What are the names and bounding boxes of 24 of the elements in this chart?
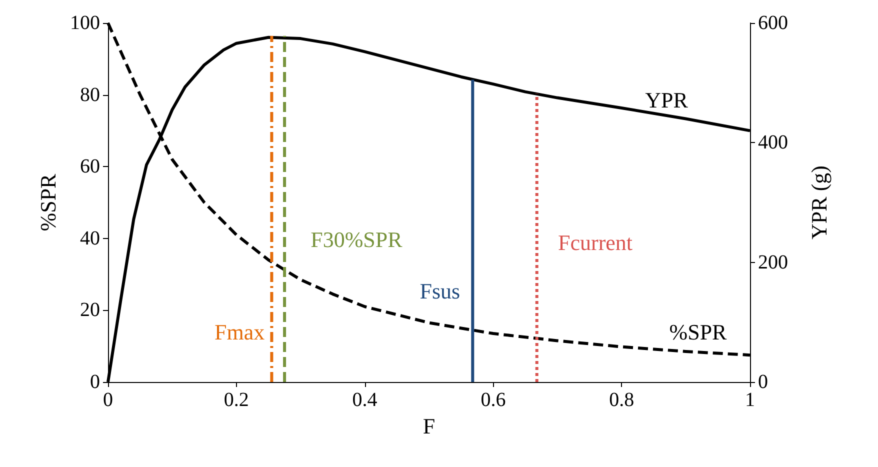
x-tick-label: 0.4 [352,389,378,411]
y-tick-label: 60 [80,156,100,178]
x-tick-label: 0.2 [224,389,249,411]
series-label: Fcurrent [558,230,633,255]
series-label: Fsus [420,278,460,304]
x-tick-label: 0.8 [609,389,634,411]
y-tick-label: 20 [80,299,100,322]
series-label: Fmax [214,320,265,345]
y-tick-label: 100 [70,12,100,34]
series-label: %SPR [669,320,728,345]
y2-axis-title: YPR (g) [806,166,832,240]
y2-tick-label: 600 [758,12,788,34]
y2-tick-label: 200 [758,251,788,274]
y2-tick-label: 0 [758,371,768,393]
y-tick-label: 0 [90,371,100,393]
series-label: F30%SPR [310,226,403,252]
y-tick-label: 40 [80,227,100,250]
x-axis-title: F [422,413,436,438]
y2-tick-label: 400 [758,132,788,154]
y-tick-label: 80 [80,84,100,106]
x-tick-label: 0.6 [480,389,506,411]
x-tick-label: 1 [745,389,755,411]
series-label: YPR [645,87,688,112]
y-axis-title: %SPR [36,173,61,232]
